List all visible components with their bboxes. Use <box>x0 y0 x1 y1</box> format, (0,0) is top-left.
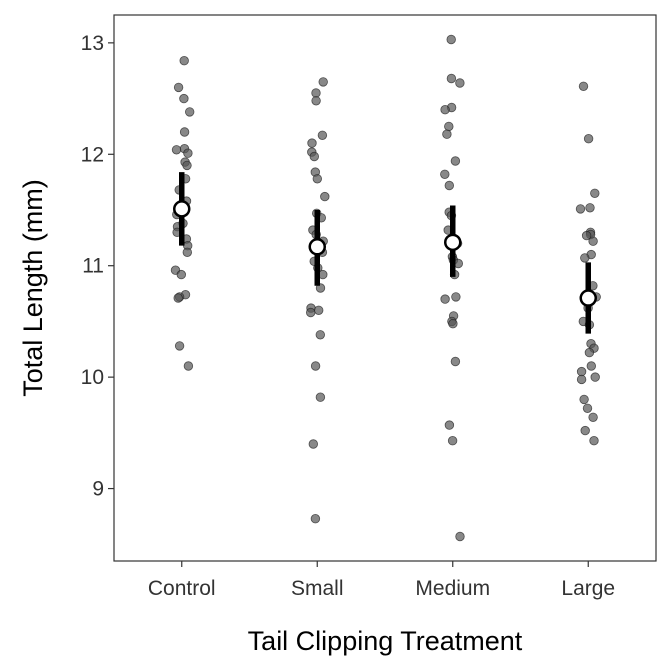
data-point <box>440 294 450 304</box>
data-point <box>446 73 457 84</box>
data-point <box>581 230 592 241</box>
data-point <box>440 104 450 115</box>
data-point <box>320 191 330 202</box>
plot-panel-border <box>113 14 657 562</box>
data-point <box>308 439 319 449</box>
data-point <box>585 203 595 213</box>
data-point <box>588 236 598 246</box>
data-point <box>182 247 193 258</box>
y-axis-title: Total Length (mm) <box>18 179 48 397</box>
data-point <box>455 78 465 88</box>
y-tick-label: 13 <box>81 32 104 55</box>
data-point <box>317 130 328 141</box>
y-tick-label: 9 <box>92 478 104 501</box>
data-point <box>580 253 590 263</box>
data-point <box>590 188 600 199</box>
data-point <box>174 341 185 351</box>
y-tick-label: 10 <box>81 366 104 389</box>
data-point <box>576 374 587 385</box>
data-point <box>309 151 320 162</box>
summary-marks <box>173 172 597 334</box>
data-point <box>583 133 594 144</box>
data-point <box>588 412 598 423</box>
data-point <box>444 121 454 132</box>
y-tick-label: 11 <box>82 255 104 278</box>
data-point <box>315 283 326 293</box>
data-point <box>450 356 461 367</box>
data-point <box>315 330 326 340</box>
data-point <box>446 34 456 45</box>
data-point <box>582 403 593 414</box>
data-point <box>314 305 324 316</box>
data-point <box>183 148 193 158</box>
mean-marker <box>579 289 597 307</box>
data-point <box>182 160 192 171</box>
data-point <box>590 372 600 382</box>
data-point <box>442 129 452 139</box>
data-point <box>310 514 321 524</box>
mean-marker <box>173 200 191 218</box>
data-point <box>307 138 317 148</box>
data-point <box>584 347 595 358</box>
data-point <box>318 77 328 87</box>
data-point <box>444 180 455 191</box>
data-point <box>173 82 184 93</box>
data-point <box>176 269 187 280</box>
x-axis: Control Small Medium Large <box>148 561 615 600</box>
data-point <box>589 436 599 446</box>
data-point <box>444 420 455 430</box>
data-point <box>575 204 586 214</box>
data-point <box>179 56 189 66</box>
x-axis-title: Tail Clipping Treatment <box>248 626 523 656</box>
data-point <box>184 107 195 117</box>
data-point <box>311 88 321 98</box>
data-point <box>448 319 458 329</box>
data-point <box>179 127 190 137</box>
data-point <box>450 156 461 166</box>
data-point <box>455 531 465 542</box>
data-point <box>311 96 321 106</box>
data-point <box>451 292 461 302</box>
y-axis: 9 10 11 12 13 <box>81 32 114 501</box>
data-point <box>171 145 182 155</box>
data-point <box>310 361 321 371</box>
data-point <box>173 293 183 303</box>
mean-marker <box>444 233 462 252</box>
data-point <box>440 169 450 180</box>
data-point <box>306 307 316 318</box>
x-tick-label: Control <box>148 577 216 600</box>
x-tick-label: Medium <box>415 577 490 600</box>
y-tick-label: 12 <box>81 143 104 166</box>
mean-marker <box>308 238 326 256</box>
data-point <box>183 361 194 371</box>
data-point <box>580 425 590 436</box>
data-point <box>179 93 189 104</box>
data-point <box>576 366 587 377</box>
data-point <box>315 392 326 402</box>
data-point <box>447 436 458 446</box>
data-point <box>579 394 589 405</box>
x-tick-label: Small <box>291 577 344 600</box>
data-point <box>312 174 323 184</box>
data-point <box>578 81 589 92</box>
data-point <box>586 361 597 371</box>
x-tick-label: Large <box>561 577 615 600</box>
